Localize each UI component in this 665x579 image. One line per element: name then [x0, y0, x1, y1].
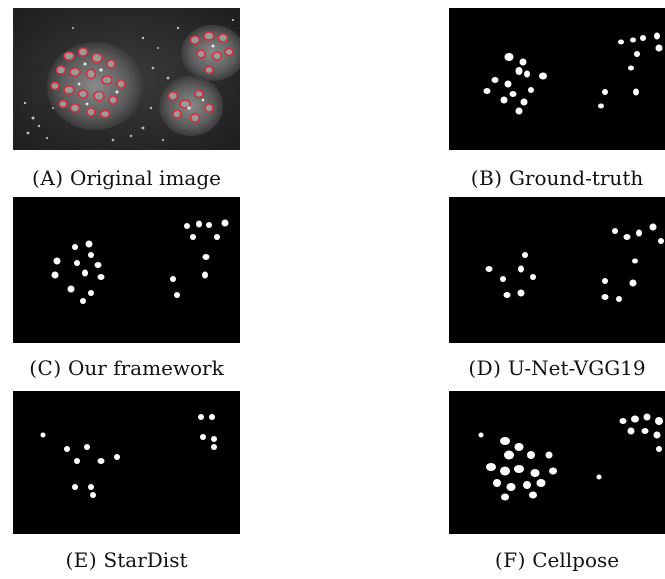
- stardist-mask-panel: [13, 391, 240, 534]
- nucleus-outlines: [50, 31, 234, 123]
- subfigure-label: (A): [32, 166, 64, 190]
- caption-ground-truth: (B) Ground-truth: [449, 166, 665, 190]
- subfigure-caption: Cellpose: [532, 548, 620, 572]
- subfigure-label: (E): [65, 548, 98, 572]
- ground-truth-mask-panel: [449, 8, 665, 150]
- original-image: [13, 8, 240, 150]
- subfigure-caption: Ground-truth: [508, 166, 644, 190]
- cellpose-mask: [478, 413, 663, 501]
- subfigure-label: (B): [470, 166, 503, 190]
- mask-nuclei: [483, 32, 663, 115]
- caption-unet-vgg19: (D) U-Net-VGG19: [449, 356, 665, 380]
- original-image-panel: [13, 8, 240, 150]
- caption-our-framework: (C) Our framework: [13, 356, 240, 380]
- stardist-mask: [40, 414, 217, 498]
- unet-vgg19-mask: [485, 223, 664, 302]
- subfigure-label: (F): [494, 548, 526, 572]
- our-framework-mask-panel: [13, 197, 240, 343]
- bright-spots: [77, 44, 215, 110]
- unet-vgg19-mask-panel: [449, 197, 665, 343]
- subfigure-caption: Original image: [69, 166, 221, 190]
- mask-nuclei: [478, 413, 663, 501]
- mask-nuclei: [485, 223, 664, 302]
- debris-speckles: [23, 18, 235, 142]
- subfigure-caption: StarDist: [103, 548, 188, 572]
- subfigure-caption: U-Net-VGG19: [507, 356, 646, 380]
- caption-original-image: (A) Original image: [13, 166, 240, 190]
- subfigure-label: (D): [468, 356, 502, 380]
- mask-nuclei: [51, 219, 229, 304]
- subfigure-label: (C): [29, 356, 62, 380]
- caption-cellpose: (F) Cellpose: [449, 548, 665, 572]
- our-framework-mask: [51, 219, 229, 304]
- caption-stardist: (E) StarDist: [13, 548, 240, 572]
- cell-cluster-bottom-right: [159, 76, 223, 136]
- cellpose-mask-panel: [449, 391, 665, 534]
- ground-truth-mask: [483, 32, 663, 115]
- mask-nuclei: [40, 414, 217, 498]
- subfigure-caption: Our framework: [68, 356, 224, 380]
